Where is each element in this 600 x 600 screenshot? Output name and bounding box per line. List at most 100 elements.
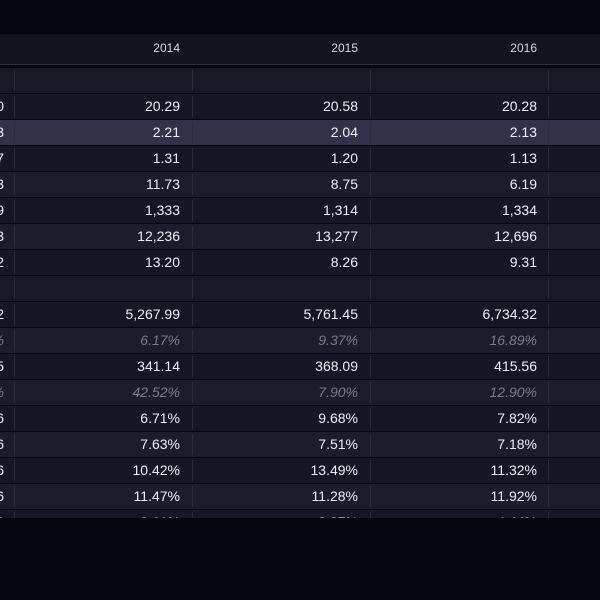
column-header-2015[interactable]: 2015 bbox=[331, 41, 358, 55]
column-separator bbox=[370, 96, 371, 117]
table-row[interactable]: % 42.52% 7.90% 12.90% bbox=[0, 380, 600, 405]
column-separator bbox=[14, 200, 15, 221]
column-separator bbox=[370, 356, 371, 377]
column-separator bbox=[370, 330, 371, 351]
table-body: 0 20.29 20.58 20.28 3 2.21 2.04 2.13 7 1.31 1.20 1.… bbox=[0, 68, 600, 518]
column-separator bbox=[14, 122, 15, 143]
cell-2014: 11.47% bbox=[133, 488, 180, 504]
column-separator bbox=[14, 512, 15, 518]
column-separator bbox=[370, 304, 371, 325]
cell-2016: 12,696 bbox=[494, 228, 537, 244]
column-header-2014[interactable]: 2014 bbox=[153, 41, 180, 55]
cell-2016: 2.13 bbox=[509, 124, 537, 140]
table-row[interactable]: 9 1,333 1,314 1,334 bbox=[0, 198, 600, 223]
column-separator bbox=[370, 226, 371, 247]
column-separator bbox=[14, 148, 15, 169]
table-row[interactable]: 3 11.73 8.75 6.19 bbox=[0, 172, 600, 197]
cell-2015: 8.75 bbox=[330, 176, 358, 192]
column-separator bbox=[548, 408, 549, 429]
row-edge-cell: 3 bbox=[0, 228, 4, 244]
cell-2015: 13,277 bbox=[315, 228, 358, 244]
section-header-row[interactable] bbox=[0, 68, 600, 93]
column-header-2016[interactable]: 2016 bbox=[510, 41, 537, 55]
cell-2015: 13.49% bbox=[310, 462, 358, 478]
column-separator bbox=[192, 408, 193, 429]
cell-2016: 12.90% bbox=[489, 384, 537, 400]
row-edge-cell: 9 bbox=[0, 202, 4, 218]
column-separator bbox=[192, 200, 193, 221]
column-separator bbox=[14, 278, 15, 299]
column-separator bbox=[370, 382, 371, 403]
table-row[interactable]: 6 7.63% 7.51% 7.18% bbox=[0, 432, 600, 457]
cell-2016: 9.31 bbox=[509, 254, 537, 270]
column-separator bbox=[370, 148, 371, 169]
column-separator bbox=[370, 174, 371, 195]
column-separator bbox=[192, 356, 193, 377]
column-separator bbox=[192, 122, 193, 143]
column-separator bbox=[14, 356, 15, 377]
row-edge-cell: 6 bbox=[0, 410, 4, 426]
cell-2016 bbox=[0, 68, 537, 93]
column-separator bbox=[548, 252, 549, 273]
table-row[interactable]: 2 5,267.99 5,761.45 6,734.32 bbox=[0, 302, 600, 327]
column-separator bbox=[370, 252, 371, 273]
cell-2016: 16.89% bbox=[489, 332, 537, 348]
column-separator bbox=[370, 486, 371, 507]
column-separator bbox=[14, 408, 15, 429]
cell-2016: 7.18% bbox=[497, 436, 537, 452]
table-row[interactable]: 63.61%2.87%4.44% bbox=[0, 510, 600, 518]
row-edge-cell: 6 bbox=[0, 488, 4, 504]
column-separator bbox=[548, 174, 549, 195]
cell-2016: 4.44% bbox=[0, 510, 537, 518]
column-separator bbox=[14, 304, 15, 325]
column-separator bbox=[548, 382, 549, 403]
cell-2014: 5,267.99 bbox=[125, 306, 181, 322]
table-header: 2014 2015 2016 bbox=[0, 34, 600, 65]
column-separator bbox=[192, 226, 193, 247]
cell-2014: 20.29 bbox=[144, 98, 180, 114]
table-row[interactable]: 3 12,236 13,277 12,696 bbox=[0, 224, 600, 249]
column-separator bbox=[192, 330, 193, 351]
row-edge-cell: 3 bbox=[0, 124, 4, 140]
table-row[interactable]: 3 2.21 2.04 2.13 bbox=[0, 120, 600, 145]
column-separator bbox=[370, 460, 371, 481]
column-separator bbox=[192, 278, 193, 299]
column-separator bbox=[14, 330, 15, 351]
column-separator bbox=[370, 200, 371, 221]
column-separator bbox=[14, 460, 15, 481]
cell-2014: 6.17% bbox=[140, 332, 180, 348]
column-separator bbox=[192, 252, 193, 273]
column-separator bbox=[548, 434, 549, 455]
cell-2015: 11.28% bbox=[311, 488, 358, 504]
cell-2015: 9.37% bbox=[318, 332, 358, 348]
section-header-row[interactable] bbox=[0, 276, 600, 301]
row-edge-cell: 6 bbox=[0, 462, 4, 478]
row-edge-cell: 5 bbox=[0, 358, 4, 374]
table-row[interactable]: 5 341.14 368.09 415.56 bbox=[0, 354, 600, 379]
column-separator bbox=[192, 96, 193, 117]
cell-2014: 7.63% bbox=[140, 436, 180, 452]
column-separator bbox=[548, 486, 549, 507]
table-row[interactable]: % 6.17% 9.37% 16.89% bbox=[0, 328, 600, 353]
cell-2014: 13.20 bbox=[144, 254, 180, 270]
column-separator bbox=[192, 434, 193, 455]
column-separator bbox=[14, 382, 15, 403]
table-row[interactable]: 2 13.20 8.26 9.31 bbox=[0, 250, 600, 275]
row-edge-cell: % bbox=[0, 380, 4, 405]
column-separator bbox=[192, 70, 193, 91]
row-edge-cell: 6 bbox=[0, 436, 4, 452]
column-separator bbox=[548, 278, 549, 299]
row-edge-cell: 0 bbox=[0, 98, 4, 114]
cell-2016: 20.28 bbox=[501, 98, 537, 114]
table-row[interactable]: 6 10.42% 13.49% 11.32% bbox=[0, 458, 600, 483]
cell-2014: 12,236 bbox=[137, 228, 180, 244]
column-separator bbox=[192, 486, 193, 507]
table-row[interactable]: 6 6.71% 9.68% 7.82% bbox=[0, 406, 600, 431]
column-separator bbox=[548, 226, 549, 247]
table-row[interactable]: 7 1.31 1.20 1.13 bbox=[0, 146, 600, 171]
table-row[interactable]: 6 11.47% 11.28% 11.92% bbox=[0, 484, 600, 509]
cell-2015: 7.90% bbox=[318, 384, 358, 400]
row-edge-cell: 3 bbox=[0, 176, 4, 192]
cell-2016: 11.32% bbox=[490, 462, 537, 478]
table-row[interactable]: 0 20.29 20.58 20.28 bbox=[0, 94, 600, 119]
